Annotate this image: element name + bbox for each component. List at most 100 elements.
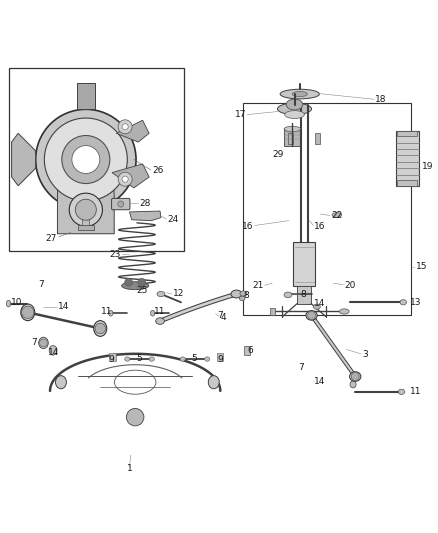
Ellipse shape	[284, 292, 292, 298]
Ellipse shape	[155, 318, 164, 325]
Text: 20: 20	[345, 281, 356, 290]
Ellipse shape	[285, 111, 304, 118]
Ellipse shape	[109, 310, 113, 316]
Bar	[397, 131, 417, 136]
Ellipse shape	[7, 300, 11, 307]
Circle shape	[351, 373, 359, 381]
Bar	[293, 243, 315, 286]
Bar	[270, 308, 276, 315]
Polygon shape	[112, 164, 149, 188]
Ellipse shape	[149, 357, 154, 361]
Text: 7: 7	[298, 364, 304, 372]
Bar	[396, 131, 419, 185]
Ellipse shape	[39, 337, 48, 349]
Circle shape	[122, 124, 128, 130]
Text: 15: 15	[416, 262, 427, 271]
Ellipse shape	[205, 357, 210, 361]
Text: 11: 11	[154, 308, 166, 317]
Ellipse shape	[350, 381, 356, 388]
Circle shape	[39, 339, 47, 347]
Text: 14: 14	[314, 377, 325, 386]
Ellipse shape	[157, 292, 165, 297]
Text: 25: 25	[136, 286, 148, 295]
Text: 16: 16	[242, 222, 254, 231]
Text: 14: 14	[48, 349, 60, 358]
Text: 12: 12	[173, 289, 184, 298]
Circle shape	[21, 306, 34, 318]
Text: 21: 21	[252, 281, 264, 290]
Polygon shape	[130, 211, 161, 221]
Text: 4: 4	[220, 313, 226, 321]
Circle shape	[69, 193, 102, 227]
Ellipse shape	[292, 92, 307, 96]
Bar	[397, 181, 417, 185]
Ellipse shape	[231, 290, 242, 298]
Circle shape	[35, 109, 136, 210]
Ellipse shape	[180, 357, 185, 361]
Text: 28: 28	[140, 199, 151, 208]
Ellipse shape	[114, 370, 156, 394]
Text: 26: 26	[152, 166, 164, 175]
Bar	[243, 103, 411, 314]
Circle shape	[118, 201, 124, 207]
Bar	[244, 346, 250, 354]
Circle shape	[118, 172, 132, 186]
Ellipse shape	[239, 296, 245, 301]
Circle shape	[138, 278, 146, 286]
Text: 10: 10	[11, 298, 22, 307]
Ellipse shape	[313, 304, 320, 309]
Ellipse shape	[122, 282, 149, 289]
Text: 18: 18	[375, 95, 387, 104]
Ellipse shape	[56, 376, 67, 389]
Ellipse shape	[21, 304, 35, 321]
Text: 6: 6	[248, 346, 254, 355]
Text: 14: 14	[58, 302, 70, 311]
Ellipse shape	[94, 321, 107, 336]
Text: 9: 9	[217, 355, 223, 364]
Text: 7: 7	[31, 338, 36, 348]
Ellipse shape	[400, 300, 406, 305]
Polygon shape	[77, 83, 95, 109]
Ellipse shape	[286, 99, 303, 110]
Text: 5: 5	[136, 354, 141, 362]
Ellipse shape	[332, 213, 342, 217]
Circle shape	[122, 176, 128, 182]
Ellipse shape	[240, 291, 247, 296]
Text: 14: 14	[314, 299, 325, 308]
Bar	[10, 68, 184, 251]
Text: 16: 16	[314, 222, 326, 231]
Bar	[82, 210, 89, 227]
Circle shape	[44, 118, 127, 201]
Text: 11: 11	[410, 387, 421, 397]
Text: 8: 8	[244, 291, 249, 300]
Circle shape	[118, 120, 132, 134]
Text: 8: 8	[300, 289, 307, 298]
Circle shape	[125, 278, 133, 286]
Bar	[297, 286, 311, 304]
Bar	[285, 129, 300, 147]
Bar	[110, 353, 116, 361]
Bar	[78, 225, 94, 230]
Circle shape	[307, 311, 315, 319]
Ellipse shape	[350, 372, 361, 381]
Ellipse shape	[306, 311, 317, 320]
Text: 5: 5	[191, 354, 197, 362]
Ellipse shape	[278, 103, 311, 115]
Ellipse shape	[150, 310, 155, 316]
Ellipse shape	[208, 376, 219, 389]
Text: 29: 29	[272, 150, 284, 159]
Circle shape	[75, 199, 96, 220]
Text: 11: 11	[101, 308, 113, 317]
Text: 24: 24	[167, 215, 179, 224]
Ellipse shape	[284, 126, 300, 132]
Text: 22: 22	[332, 212, 343, 220]
Polygon shape	[12, 133, 35, 185]
Text: 13: 13	[410, 298, 421, 307]
Ellipse shape	[49, 345, 57, 355]
Text: 3: 3	[362, 350, 368, 359]
Text: 27: 27	[45, 233, 57, 243]
Ellipse shape	[280, 89, 319, 99]
Text: 9: 9	[109, 355, 114, 364]
Bar	[288, 133, 293, 144]
Bar	[217, 353, 223, 361]
